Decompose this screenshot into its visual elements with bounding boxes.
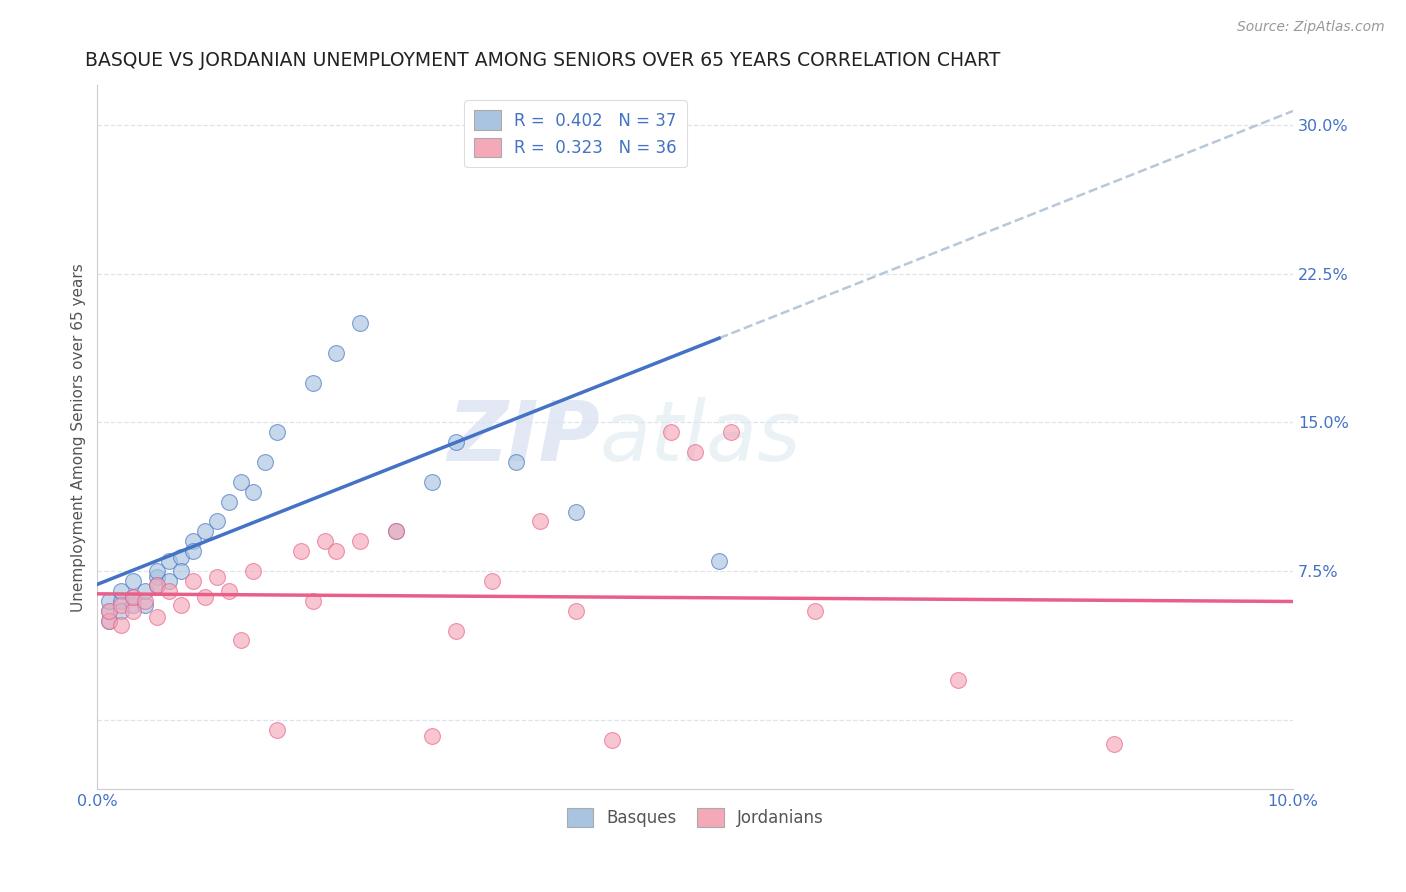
Point [110, 598, 132, 612]
Point [110, 583, 132, 598]
Text: atlas: atlas [599, 397, 801, 478]
Point [146, 578, 169, 592]
Point [194, 524, 217, 539]
Point [600, 732, 623, 747]
Point [181, 574, 204, 588]
Y-axis label: Unemployment Among Seniors over 65 years: Unemployment Among Seniors over 65 years [72, 263, 86, 612]
Point [659, 425, 682, 440]
Point [134, 594, 156, 608]
Point [146, 578, 169, 592]
Point [325, 346, 347, 360]
Point [385, 524, 408, 539]
Point [170, 598, 193, 612]
Point [134, 598, 156, 612]
Point [98, 614, 121, 628]
Point [266, 425, 288, 440]
Point [325, 544, 347, 558]
Point [420, 729, 443, 743]
Point [170, 550, 193, 565]
Point [301, 376, 323, 390]
Text: Source: ZipAtlas.com: Source: ZipAtlas.com [1237, 20, 1385, 34]
Point [181, 544, 204, 558]
Point [146, 609, 169, 624]
Point [229, 475, 252, 489]
Point [98, 604, 121, 618]
Point [564, 604, 586, 618]
Point [385, 524, 408, 539]
Point [444, 435, 467, 450]
Point [529, 515, 551, 529]
Point [194, 590, 217, 604]
Point [242, 564, 264, 578]
Point [157, 554, 180, 568]
Point [205, 515, 228, 529]
Point [122, 604, 145, 618]
Text: BASQUE VS JORDANIAN UNEMPLOYMENT AMONG SENIORS OVER 65 YEARS CORRELATION CHART: BASQUE VS JORDANIAN UNEMPLOYMENT AMONG S… [86, 51, 1001, 70]
Point [290, 544, 312, 558]
Point [122, 574, 145, 588]
Point [420, 475, 443, 489]
Point [98, 594, 121, 608]
Point [134, 583, 156, 598]
Legend: Basques, Jordanians: Basques, Jordanians [560, 801, 831, 834]
Point [804, 604, 827, 618]
Point [564, 504, 586, 518]
Point [181, 534, 204, 549]
Point [683, 445, 706, 459]
Point [218, 494, 240, 508]
Point [122, 590, 145, 604]
Point [110, 604, 132, 618]
Point [266, 723, 288, 737]
Point [314, 534, 336, 549]
Point [229, 633, 252, 648]
Point [253, 455, 276, 469]
Point [205, 570, 228, 584]
Point [349, 316, 371, 330]
Point [157, 574, 180, 588]
Point [122, 590, 145, 604]
Point [349, 534, 371, 549]
Point [218, 583, 240, 598]
Point [505, 455, 527, 469]
Point [948, 673, 970, 687]
Point [98, 614, 121, 628]
Text: ZIP: ZIP [447, 397, 599, 478]
Point [110, 617, 132, 632]
Point [720, 425, 742, 440]
Point [110, 594, 132, 608]
Point [481, 574, 503, 588]
Point [122, 598, 145, 612]
Point [444, 624, 467, 638]
Point [146, 570, 169, 584]
Point [301, 594, 323, 608]
Point [170, 564, 193, 578]
Point [636, 147, 658, 161]
Point [707, 554, 730, 568]
Point [242, 484, 264, 499]
Point [146, 564, 169, 578]
Point [1102, 737, 1125, 751]
Point [98, 604, 121, 618]
Point [157, 583, 180, 598]
